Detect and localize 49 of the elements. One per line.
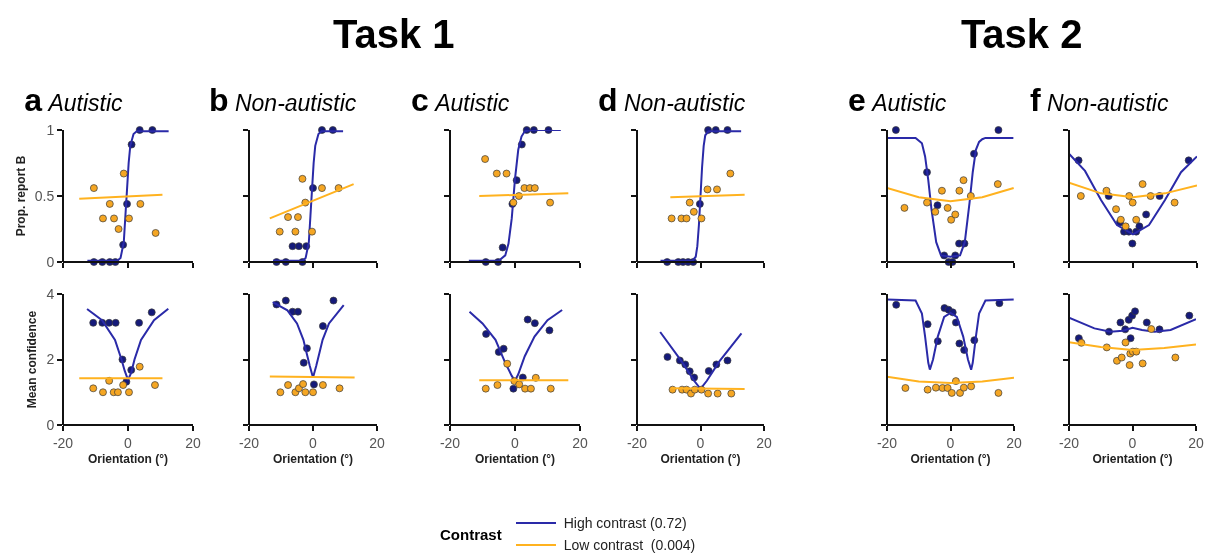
x-tick-label: 0 <box>124 434 133 451</box>
chart-subtitle: Autistic <box>433 90 510 117</box>
chart-subtitle: Non-autistic <box>234 90 357 117</box>
legend-title: Contrast <box>440 525 502 543</box>
x-tick-label: 20 <box>1188 434 1205 451</box>
x-tick-label: 0 <box>308 434 317 451</box>
x-tick-label: 0 <box>511 434 520 451</box>
x-tick-label: -20 <box>1059 434 1080 451</box>
x-axis-title: Orientation (°) <box>660 452 741 467</box>
y-tick-label: 2 <box>46 351 55 368</box>
chart-title: c <box>411 82 429 119</box>
y-axis-title: Mean confidence <box>25 310 40 409</box>
x-tick-label: 20 <box>368 434 385 451</box>
legend-label: Low contrast (0.004) <box>563 537 696 553</box>
x-tick-label: -20 <box>876 434 898 451</box>
x-tick-label: 0 <box>946 434 955 451</box>
chart-title: d <box>598 82 618 119</box>
x-axis-title: Orientation (°) <box>87 452 169 467</box>
x-tick-label: 0 <box>696 434 705 451</box>
y-tick-label: 0 <box>46 416 55 433</box>
y-tick-label: 4 <box>46 285 55 302</box>
x-tick-label: -20 <box>52 434 74 451</box>
chart-title: e <box>847 82 866 119</box>
y-axis-title: Prop. report B <box>13 155 28 237</box>
y-tick-label: 0 <box>46 253 55 270</box>
chart-subtitle: Non-autistic <box>1047 90 1170 117</box>
chart-title: b <box>208 82 229 119</box>
text: Task 1 <box>333 12 455 57</box>
legend-label: High contrast (0.72) <box>563 515 687 531</box>
x-tick-label: -20 <box>439 434 461 451</box>
chart-title: a <box>24 82 43 119</box>
text: Task 2 <box>960 12 1083 57</box>
x-tick-label: 20 <box>756 434 773 451</box>
x-tick-label: 20 <box>1005 434 1022 451</box>
chart-title: f <box>1030 82 1042 119</box>
x-tick-label: -20 <box>238 434 260 451</box>
x-axis-title: Orientation (°) <box>272 452 353 467</box>
x-tick-label: -20 <box>627 434 648 451</box>
x-axis-title: Orientation (°) <box>1092 452 1173 467</box>
y-tick-label: 0.5 <box>34 187 55 204</box>
chart-subtitle: Non-autistic <box>624 90 747 117</box>
y-tick-label: 1 <box>46 121 55 138</box>
x-axis-title: Orientation (°) <box>474 452 556 467</box>
x-tick-label: 20 <box>185 434 201 451</box>
chart-subtitle: Autistic <box>869 90 947 117</box>
chart-subtitle: Autistic <box>46 90 124 117</box>
x-tick-label: 20 <box>572 434 588 451</box>
x-tick-label: 0 <box>1128 434 1137 451</box>
x-axis-title: Orientation (°) <box>910 452 991 467</box>
